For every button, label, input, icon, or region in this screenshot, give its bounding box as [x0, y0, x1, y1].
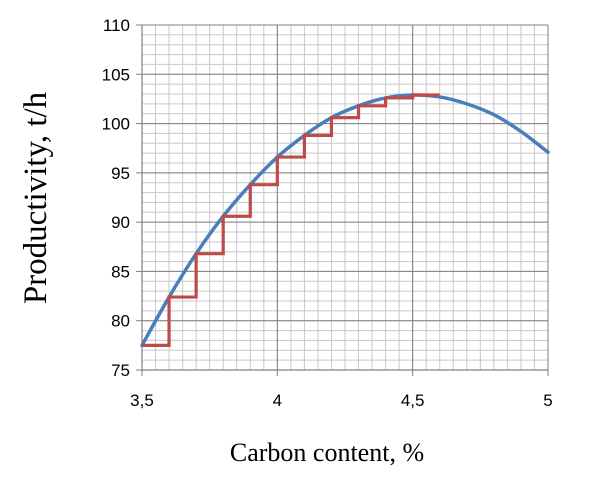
y-axis-ticks: 75 80 85 90 95 100 105 110: [102, 16, 142, 380]
y-tick-label: 90: [111, 213, 130, 232]
plot-frame: [141, 25, 548, 371]
x-tick-label: 3,5: [130, 391, 154, 410]
y-tick-label: 75: [111, 361, 130, 380]
x-axis-ticks: 3,5 4 4,5 5: [130, 370, 553, 410]
y-axis-title: Productivity, t/h: [18, 91, 54, 304]
step-series-line: [142, 93, 440, 347]
curve-series-line: [140, 93, 550, 348]
x-tick-label: 4,5: [401, 391, 425, 410]
y-tick-label: 95: [111, 164, 130, 183]
y-tick-label: 110: [103, 16, 130, 35]
series-layer: [140, 93, 550, 348]
y-tick-label: 100: [102, 115, 130, 134]
y-tick-label: 105: [102, 65, 130, 84]
minor-gridlines: [141, 24, 549, 371]
x-tick-label: 4: [273, 391, 282, 410]
y-tick-label: 85: [111, 262, 130, 281]
y-tick-label: 80: [111, 312, 130, 331]
x-axis-title: Carbon content, %: [230, 438, 424, 467]
x-tick-label: 5: [543, 391, 552, 410]
